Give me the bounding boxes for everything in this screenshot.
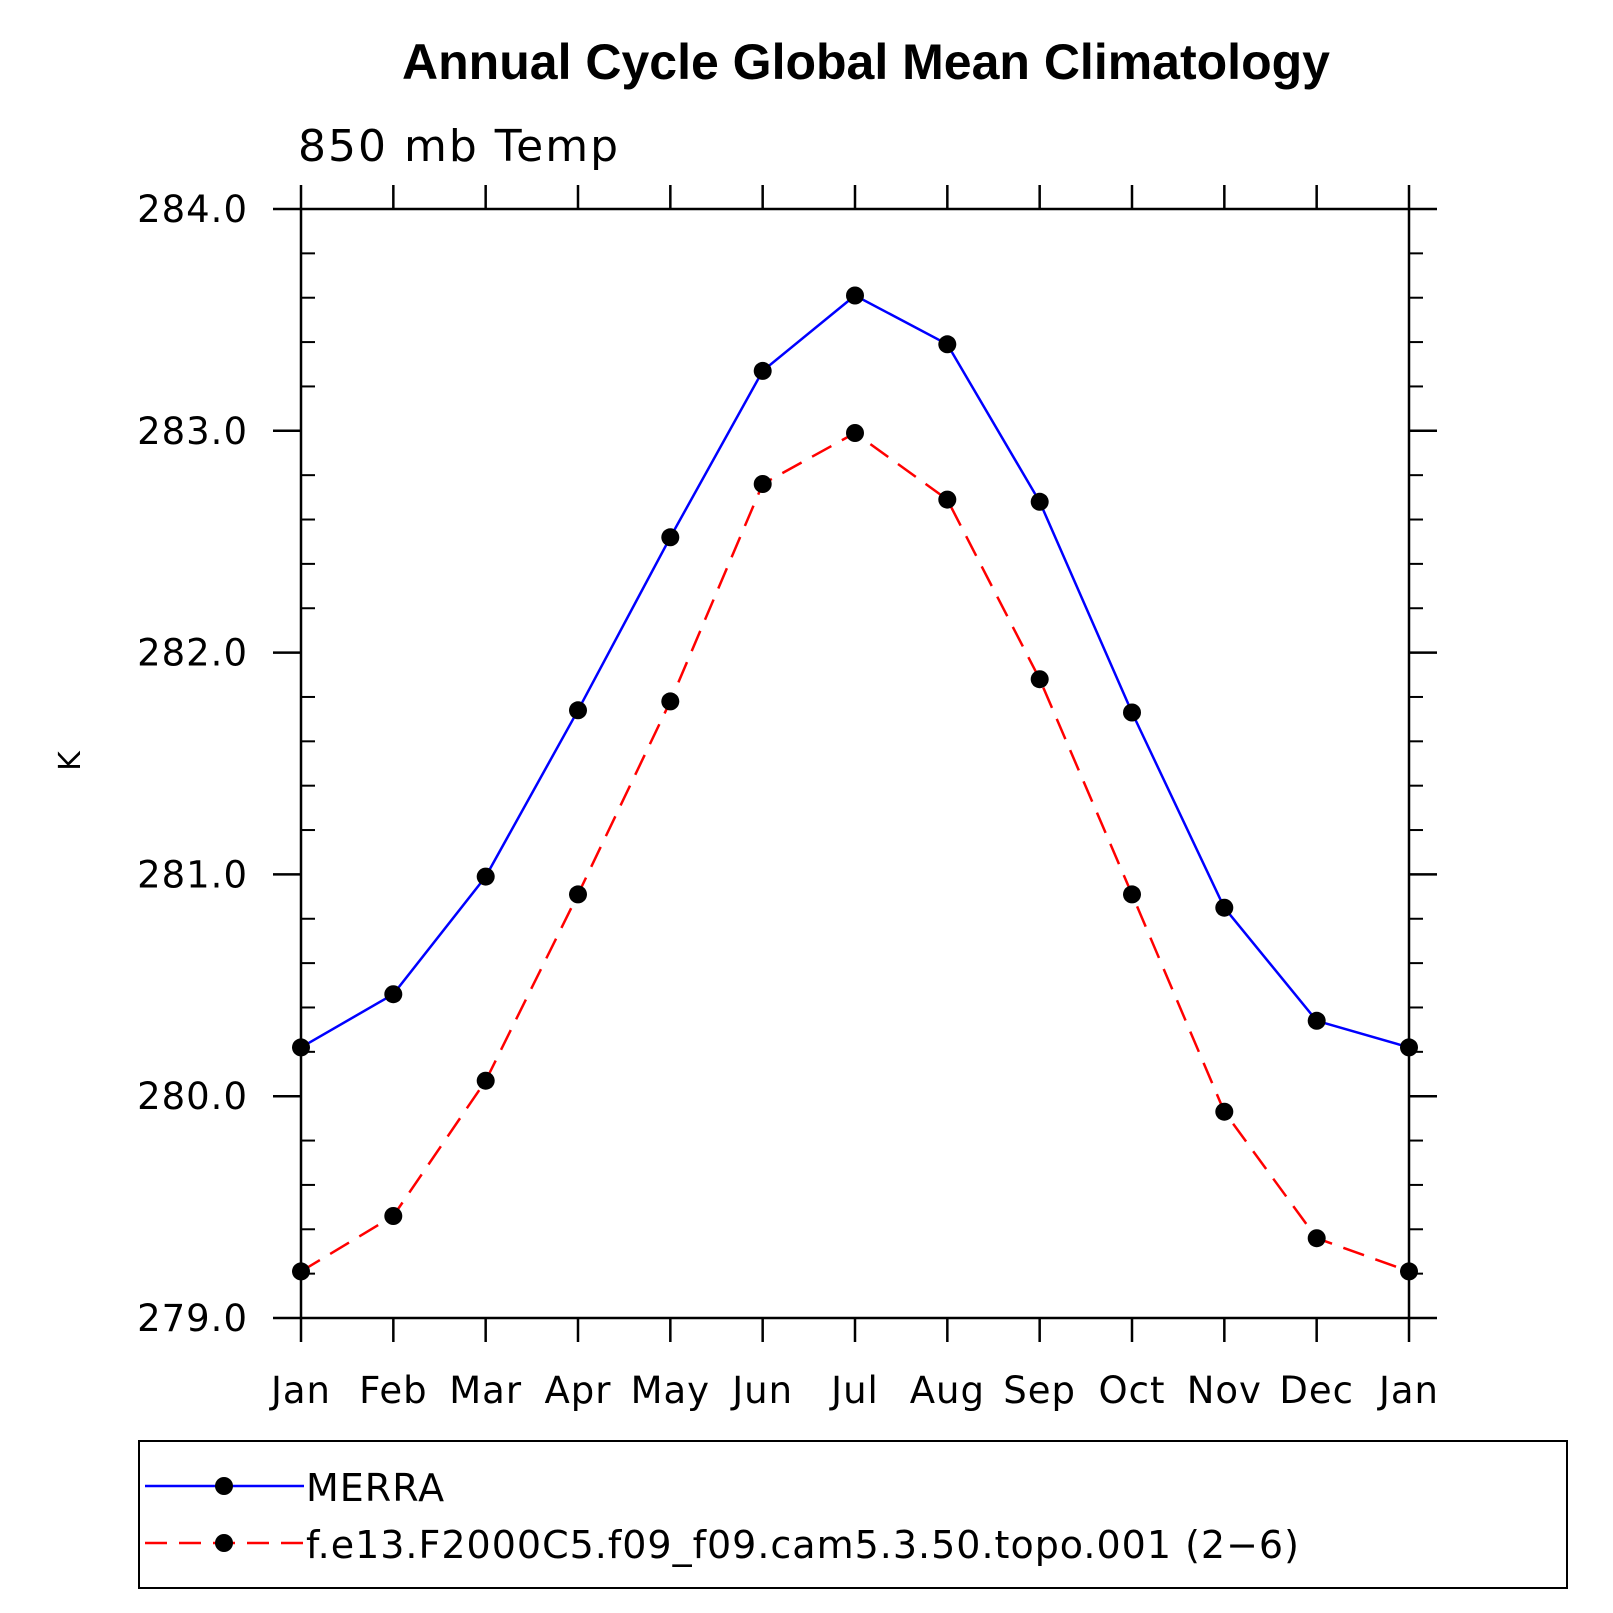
data-point-s0-11	[1307, 1011, 1326, 1030]
data-point-s1-11	[1307, 1229, 1326, 1248]
y-tick-label: 282.0	[137, 632, 248, 675]
data-point-s0-8	[1030, 492, 1049, 511]
x-tick-label: Aug	[910, 1369, 985, 1412]
x-tick-label: Sep	[1003, 1369, 1076, 1412]
data-point-s1-6	[846, 424, 864, 442]
x-tick-label: Jul	[829, 1369, 879, 1412]
y-tick-label: 283.0	[137, 410, 248, 453]
x-tick-label: Dec	[1279, 1369, 1354, 1412]
data-point-s1-7	[938, 490, 957, 509]
legend-box	[138, 1440, 1568, 1589]
legend-label-model: f.e13.F2000C5.f09_f09.cam5.3.50.topo.001…	[306, 1523, 1300, 1567]
data-point-s0-5	[753, 361, 772, 380]
series-layer	[292, 286, 1418, 1281]
legend-marker-merra	[215, 1477, 233, 1495]
data-point-s0-1	[384, 985, 403, 1004]
x-tick-label: Apr	[544, 1369, 611, 1412]
y-axis-label: K	[53, 750, 88, 771]
data-point-s1-9	[1123, 885, 1141, 904]
x-tick-label: Oct	[1099, 1369, 1166, 1412]
data-point-s1-2	[476, 1071, 495, 1090]
legend-entry-model: f.e13.F2000C5.f09_f09.cam5.3.50.topo.001…	[145, 1523, 1300, 1567]
data-point-s0-2	[476, 867, 495, 886]
legend: MERRA f.e13.F2000C5.f09_f09.cam5.3.50.to…	[138, 1440, 1568, 1589]
y-tick-label: 284.0	[137, 188, 248, 231]
x-tick-label: Jan	[269, 1369, 331, 1412]
legend-marker-model	[215, 1534, 233, 1552]
data-point-s1-10	[1215, 1102, 1234, 1121]
x-tick-label: Feb	[359, 1369, 428, 1412]
data-point-s0-7	[938, 335, 957, 354]
x-tick-label: Nov	[1187, 1369, 1262, 1412]
chart-subtitle: 850 mb Temp	[298, 121, 620, 172]
axis-layer: Jan Feb Mar Apr May Jun Jul Aug Sep Oct Nov Dec Jan 2…	[137, 185, 1439, 1412]
data-point-s1-4	[661, 692, 680, 711]
data-point-s0-9	[1123, 703, 1141, 722]
x-tick-label: Jan	[1377, 1369, 1439, 1412]
data-point-s0-3	[569, 701, 587, 720]
data-point-s0-4	[661, 528, 680, 547]
chart-title: Annual Cycle Global Mean Climatology	[402, 34, 1330, 90]
legend-entry-merra: MERRA	[145, 1466, 445, 1510]
data-point-s1-8	[1030, 670, 1049, 689]
data-point-s1-1	[384, 1207, 403, 1225]
data-point-s0-10	[1215, 898, 1234, 917]
legend-label-merra: MERRA	[306, 1466, 445, 1510]
series-line-1	[300, 431, 1410, 1273]
x-tick-label: May	[631, 1369, 711, 1412]
y-tick-label: 279.0	[137, 1297, 248, 1340]
plot-frame	[299, 207, 1411, 1320]
data-point-s1-3	[569, 885, 587, 904]
y-tick-label: 281.0	[137, 853, 248, 896]
x-tick-label: Mar	[449, 1369, 522, 1412]
x-tick-label: Jun	[730, 1369, 793, 1412]
y-tick-label: 280.0	[137, 1075, 248, 1118]
data-point-s0-6	[846, 286, 864, 305]
data-point-s1-5	[753, 475, 772, 493]
series-line-0	[300, 294, 1410, 1049]
